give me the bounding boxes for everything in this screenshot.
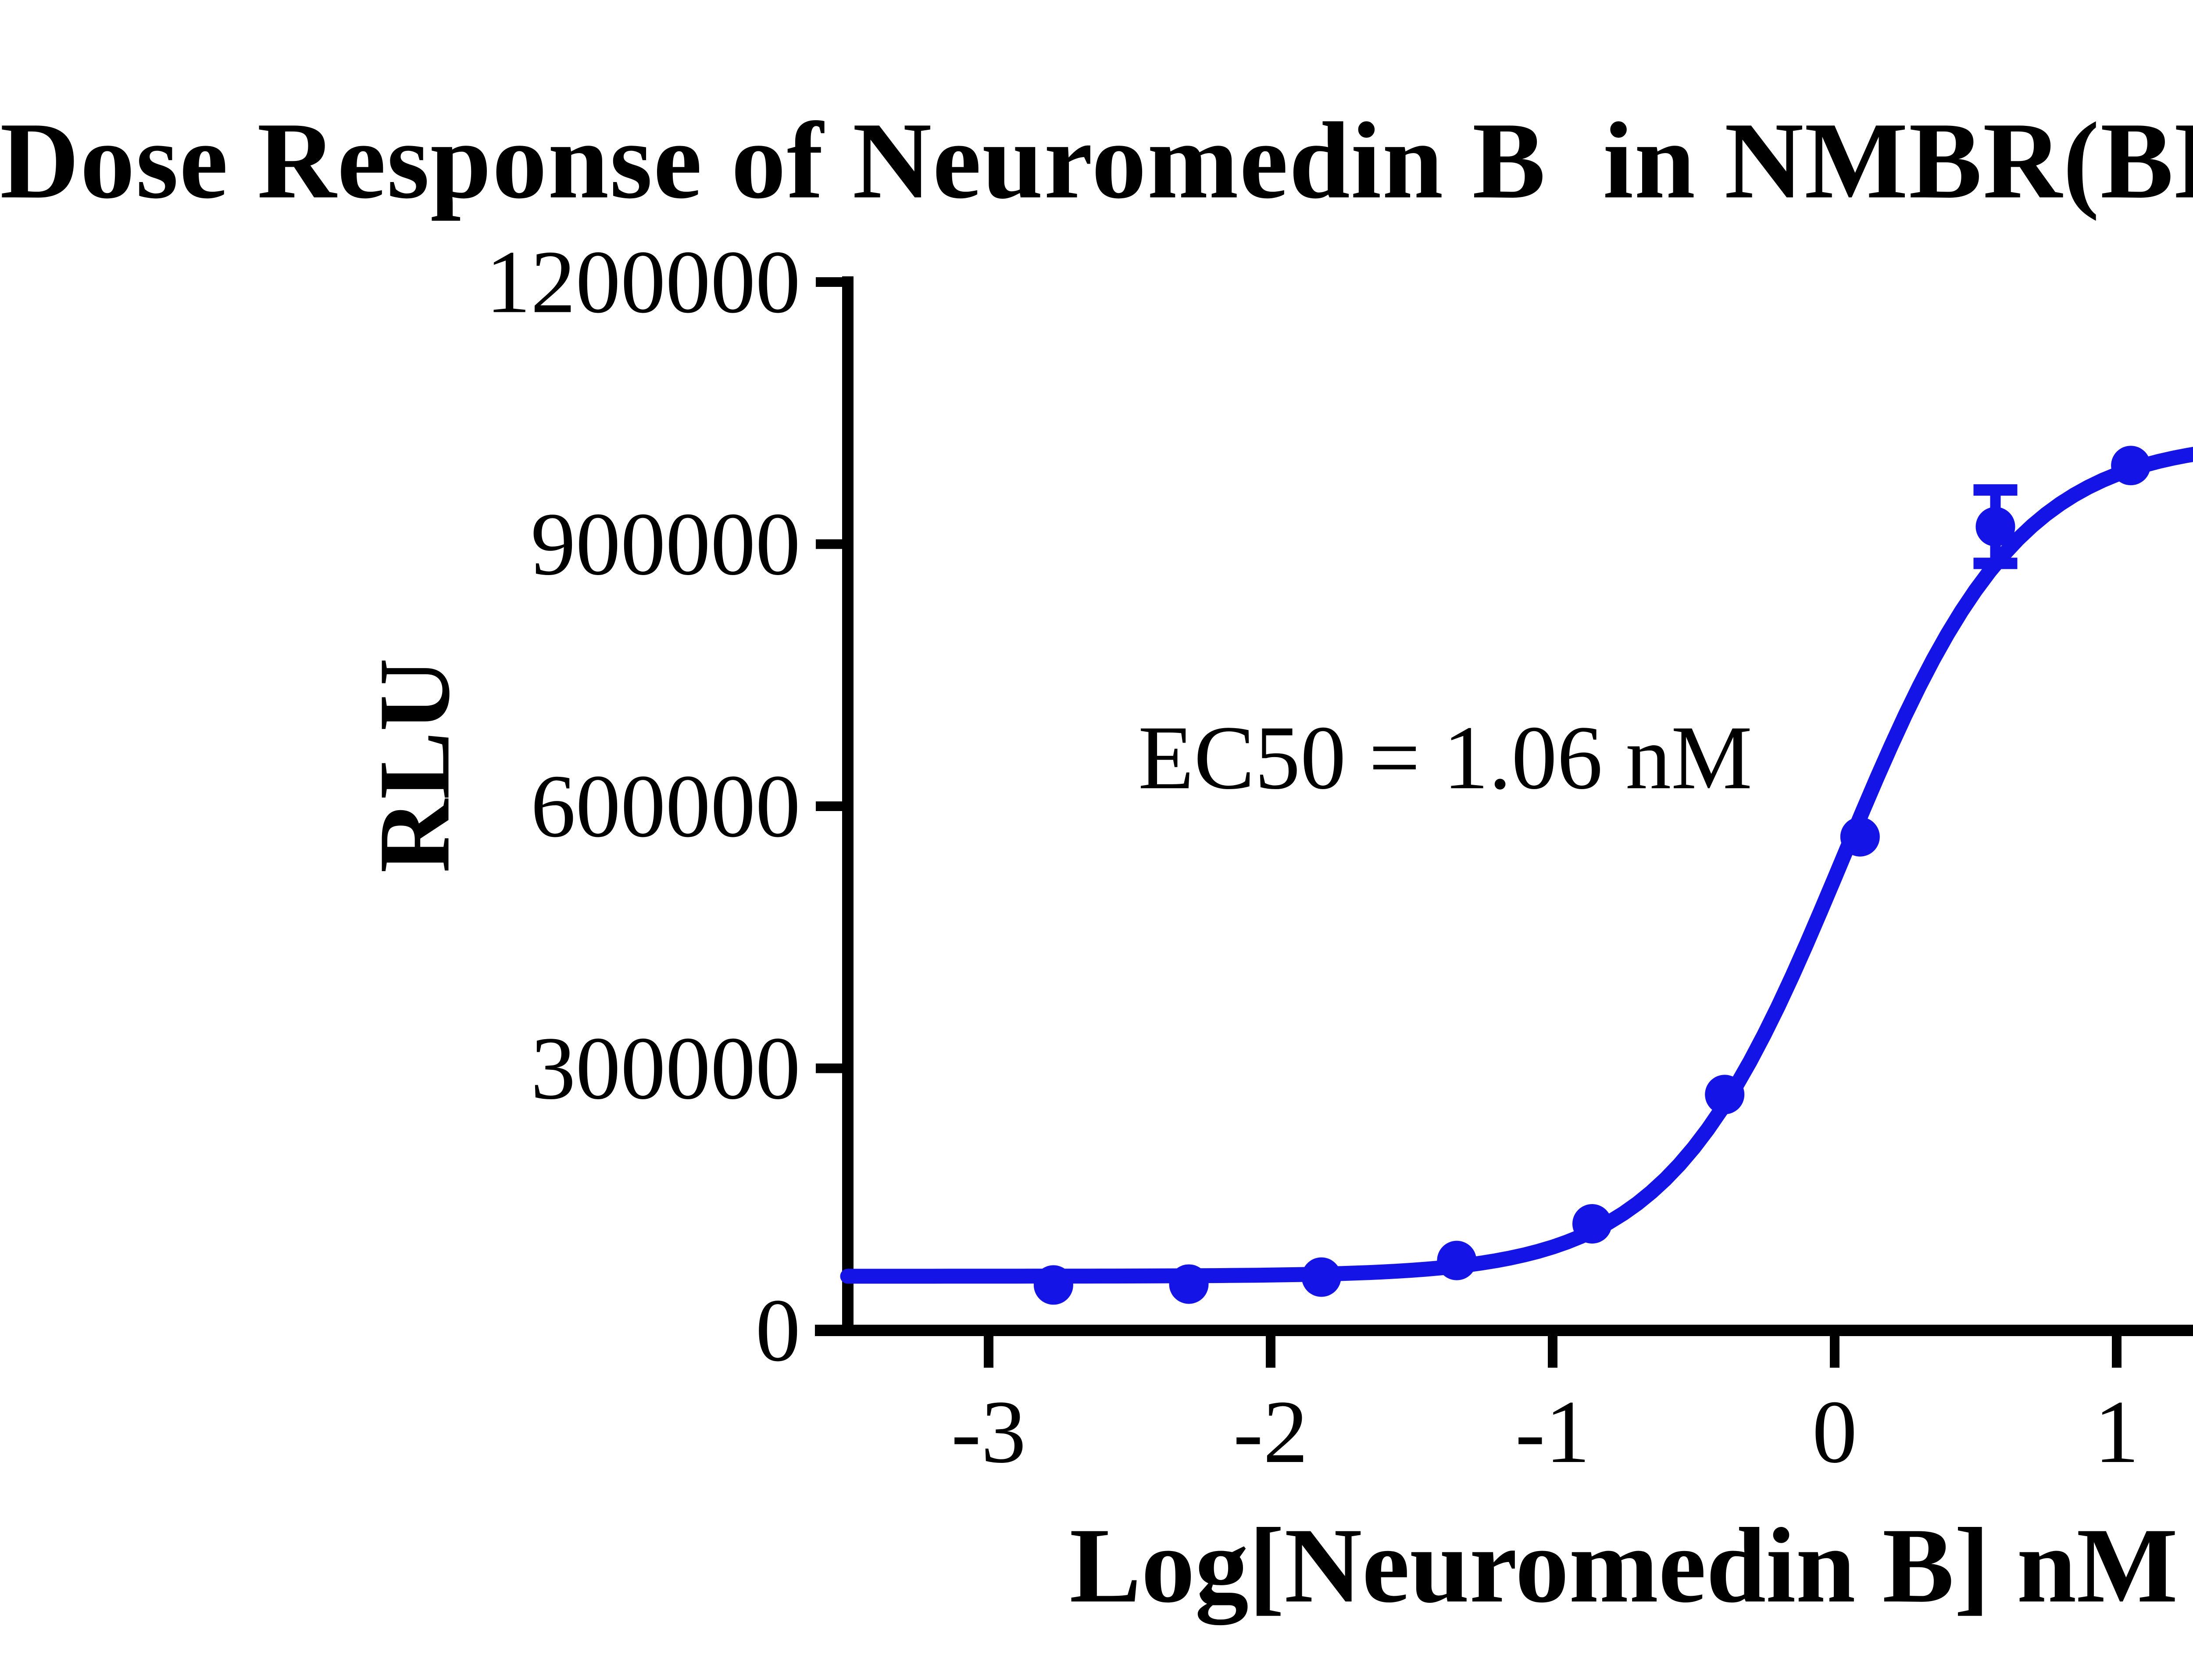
data-point (1572, 1204, 1612, 1244)
fit-curve (840, 447, 2193, 1284)
data-point (1705, 1075, 1745, 1115)
x-tick-label: -3 (951, 1382, 1026, 1482)
y-tick-label: 900000 (531, 494, 800, 594)
x-tick-label: -2 (1233, 1382, 1308, 1482)
x-tick-label: 1 (2094, 1382, 2139, 1482)
data-point (1301, 1257, 1341, 1297)
data-point (1437, 1240, 1477, 1280)
y-axis-label: RLU (358, 658, 471, 873)
x-axis-label: Log[Neuromedin B] nM (1069, 1506, 2178, 1625)
data-point (2111, 446, 2151, 486)
x-tick-label: 0 (1812, 1382, 1857, 1482)
chart-title: Dose Response of Neuromedin B in NMBR(BB… (0, 100, 2193, 222)
data-point (1975, 507, 2015, 547)
y-tick-label: 0 (756, 1281, 801, 1380)
ec50-annotation: EC50 = 1.06 nM (1138, 707, 1753, 808)
data-point (1169, 1264, 1209, 1304)
x-tick-label: -1 (1515, 1382, 1590, 1482)
y-tick-label: 1200000 (486, 232, 801, 332)
y-tick-label: 600000 (531, 757, 800, 856)
data-point (1840, 817, 1880, 857)
y-tick-label: 300000 (531, 1019, 800, 1118)
data-point (1033, 1265, 1073, 1305)
